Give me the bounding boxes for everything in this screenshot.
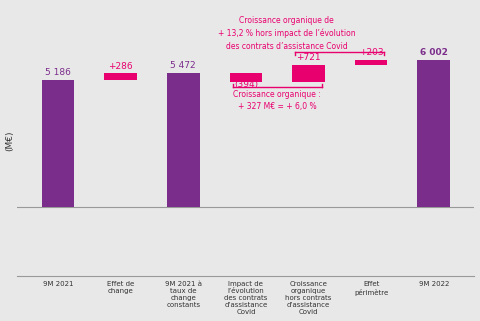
Text: +721: +721 [296, 53, 321, 62]
Text: +286: +286 [108, 62, 133, 71]
Bar [355, 60, 387, 65]
Bar [167, 73, 200, 207]
Text: Croissance organique de
+ 13,2 % hors impact de l’évolution
des contrats d’assis: Croissance organique de + 13,2 % hors im… [218, 16, 355, 50]
Text: Croissance organique :
+ 327 M€ = + 6,0 %: Croissance organique : + 327 M€ = + 6,0 … [233, 90, 321, 111]
Bar [292, 65, 325, 82]
Text: 5 186: 5 186 [45, 68, 71, 77]
Text: +203: +203 [359, 48, 384, 57]
Text: (394): (394) [234, 80, 258, 89]
Text: 5 472: 5 472 [170, 61, 196, 70]
Bar [229, 73, 262, 82]
Text: 6 002: 6 002 [420, 48, 448, 56]
Bar [104, 73, 137, 80]
Y-axis label: (M€): (M€) [6, 130, 14, 151]
Bar [418, 60, 450, 207]
Bar [42, 80, 74, 207]
